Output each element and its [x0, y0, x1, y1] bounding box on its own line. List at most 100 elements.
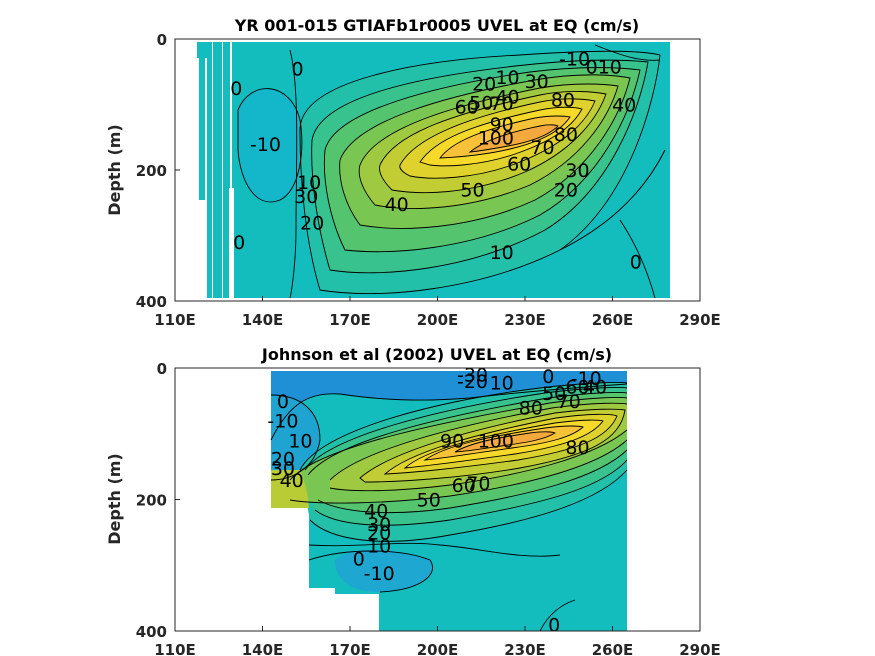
y-axis-label: Depth (m)	[105, 124, 124, 216]
contour-label: 10	[288, 430, 312, 452]
contour-label: 20	[367, 522, 391, 544]
contour-label: 50	[460, 180, 484, 202]
contour-line	[358, 83, 619, 209]
contour-line	[439, 115, 571, 159]
contour-line	[403, 419, 604, 469]
contour-line	[329, 429, 628, 492]
contour-line	[289, 49, 298, 299]
contour-label: 0	[230, 78, 242, 100]
x-tick-label: 290E	[679, 311, 721, 329]
x-tick-label: 230E	[504, 311, 546, 329]
contour-label: -30	[457, 365, 488, 387]
x-tick-label: 110E	[154, 311, 196, 329]
contour-line	[619, 219, 656, 299]
contour-line	[323, 67, 641, 253]
contour-label: 0	[630, 252, 642, 274]
contour-line	[329, 402, 628, 481]
contour-label: 70	[557, 391, 581, 413]
contour-label: 30	[271, 458, 295, 480]
contour-label: 0	[542, 366, 554, 388]
contour-line	[423, 425, 584, 461]
contour-label: 70	[466, 473, 490, 495]
contour-label: 50	[542, 383, 566, 405]
field-negative-zone	[238, 88, 302, 202]
field-band-100	[470, 124, 558, 152]
contour-label: 0	[277, 391, 289, 413]
contour-label: 60	[452, 475, 476, 497]
contour-label: -10	[559, 49, 590, 71]
y-tick-label: 0	[157, 31, 167, 49]
contour-line	[304, 387, 628, 471]
contour-line	[237, 88, 303, 203]
field-east-tip	[665, 42, 670, 80]
contour-line	[454, 431, 556, 453]
contour-line	[399, 98, 596, 179]
contour-label: 40	[364, 501, 388, 523]
chart-title: YR 001-015 GTIAFb1r0005 UVEL at EQ (cm/s…	[234, 16, 639, 35]
contour-line	[309, 469, 628, 542]
contour-label: 10	[490, 372, 514, 394]
contour-line	[299, 50, 661, 295]
contour-label: 100	[478, 127, 514, 149]
y-tick-label: 0	[157, 360, 167, 378]
contour-label: 40	[280, 470, 304, 492]
contour-label: 80	[565, 437, 589, 459]
contour-label: 0	[548, 614, 560, 636]
contour-label: 90	[490, 114, 514, 136]
contour-label: -10	[250, 134, 281, 156]
contour-label: -20	[457, 371, 488, 393]
contour-line	[383, 413, 618, 475]
contour-label: 80	[519, 397, 543, 419]
contour-label: 80	[551, 89, 575, 111]
panel-model: YR 001-015 GTIAFb1r0005 UVEL at EQ (cm/s…	[105, 16, 721, 329]
contour-label: 10	[495, 67, 519, 89]
contour-label: 70	[530, 137, 554, 159]
contour-line	[359, 408, 626, 483]
contour-label: 20	[271, 449, 295, 471]
contour-label: 50	[469, 93, 493, 115]
contour-line	[559, 149, 666, 251]
contour-line	[308, 542, 561, 557]
contour-label: 60	[455, 96, 479, 118]
contour-line	[289, 439, 628, 504]
contour-label: 40	[495, 87, 519, 109]
contour-label: 100	[478, 430, 514, 452]
y-axis-label: Depth (m)	[105, 453, 124, 545]
contour-line	[317, 449, 628, 514]
x-tick-label: 140E	[242, 641, 284, 656]
y-tick-label: 200	[136, 162, 167, 180]
field-strip-mid	[213, 42, 222, 298]
x-tick-label: 230E	[504, 641, 546, 656]
contour-label: -10	[364, 563, 395, 585]
contour-label: -10	[571, 368, 602, 390]
contour-label: 20	[554, 180, 578, 202]
contour-line	[339, 74, 631, 229]
x-tick-label: 170E	[329, 311, 371, 329]
panel-observations: Johnson et al (2002) UVEL at EQ (cm/s)	[105, 345, 721, 656]
x-tick-label: 200E	[417, 311, 459, 329]
contour-label: 40	[612, 95, 636, 117]
contour-label: 10	[490, 242, 514, 264]
contour-line	[468, 124, 559, 153]
contour-label: 0	[291, 58, 303, 80]
contour-line	[299, 382, 628, 471]
velocity-field	[197, 42, 670, 298]
contour-lines	[270, 382, 628, 631]
chart-title: Johnson et al (2002) UVEL at EQ (cm/s)	[261, 345, 612, 364]
contour-label: 30	[367, 514, 391, 536]
y-tick-label: 200	[136, 492, 167, 510]
contour-line	[419, 106, 583, 167]
contour-line	[379, 91, 607, 194]
contour-label: 80	[554, 124, 578, 146]
contour-label: 40	[583, 376, 607, 398]
x-tick-label: 170E	[329, 641, 371, 656]
x-tick-label: 140E	[242, 311, 284, 329]
contour-label: 0	[233, 232, 245, 254]
contour-label: 70	[490, 93, 514, 115]
